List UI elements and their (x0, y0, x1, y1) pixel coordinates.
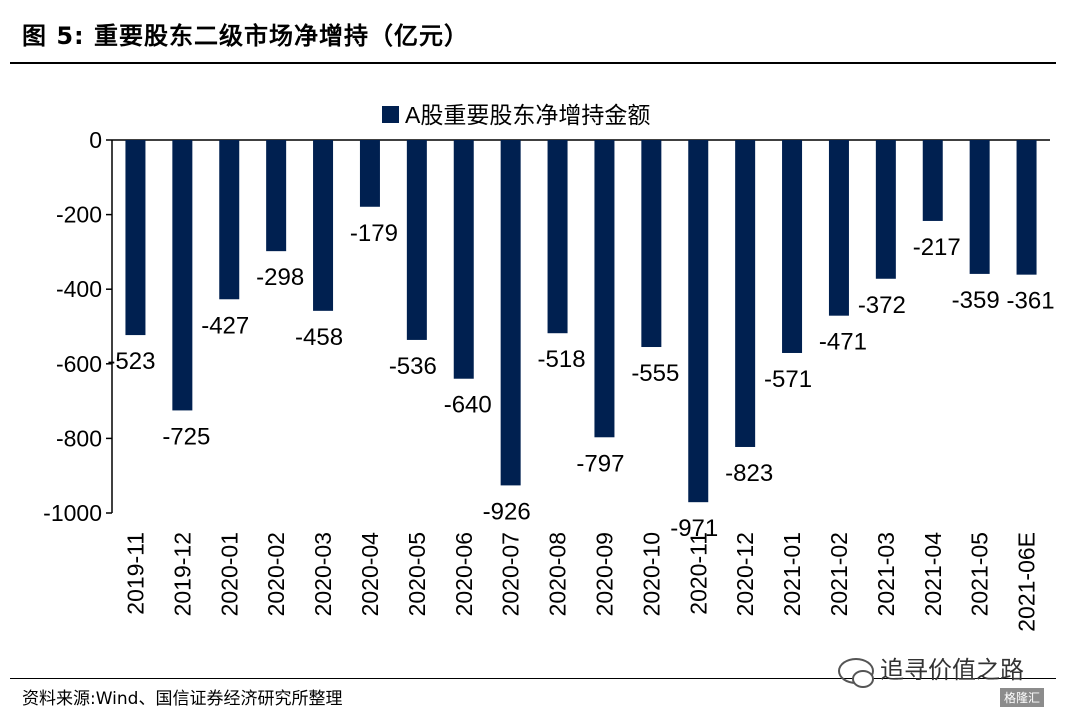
source-note: 资料来源:Wind、国信证券经济研究所整理 (22, 689, 343, 709)
bar (219, 140, 240, 300)
legend: A股重要股东净增持金额 (382, 102, 650, 128)
y-tick-label: -600 (56, 351, 102, 377)
data-label: -571 (764, 366, 812, 393)
bar (359, 140, 380, 207)
bar (266, 140, 287, 252)
x-tick-label: 2020-07 (498, 532, 524, 616)
bar (735, 140, 756, 447)
watermark: 追寻价值之路 (838, 650, 1024, 688)
bar (641, 140, 662, 348)
logo-badge: 格隆汇 (1000, 688, 1045, 707)
bar (594, 140, 615, 438)
y-tick-label: 0 (89, 127, 102, 153)
data-label: -359 (952, 287, 1000, 314)
wechat-icon (838, 658, 874, 688)
x-tick-label: 2020-11 (685, 532, 711, 615)
x-tick-label: 2020-02 (263, 532, 289, 616)
bar (922, 140, 943, 221)
footer-rule (10, 678, 1056, 679)
x-tick-label: 2021-04 (920, 532, 946, 617)
x-tick-label: 2020-10 (638, 532, 664, 616)
data-label: -523 (107, 348, 155, 375)
figure-title: 图 5: 重要股东二级市场净增持（亿元） (22, 22, 470, 50)
title-rule (10, 62, 1056, 64)
bar (172, 140, 193, 411)
data-label: -427 (201, 312, 249, 339)
bar (782, 140, 803, 353)
y-tick-label: -1000 (43, 500, 102, 526)
bar (875, 140, 896, 279)
bar (1016, 140, 1037, 275)
bar-chart: 0 -200 -400 -600 -800 -1000 A股重要股东净增持金额 -523 201… (43, 102, 1055, 632)
legend-swatch (382, 106, 399, 123)
x-tick-label: 2020-12 (732, 532, 758, 616)
bar (969, 140, 990, 274)
data-label: -361 (1007, 288, 1055, 315)
data-label: -179 (350, 220, 398, 247)
bar (453, 140, 474, 379)
legend-label: A股重要股东净增持金额 (405, 102, 650, 128)
bar (125, 140, 146, 336)
bar (688, 140, 709, 503)
data-label: -518 (538, 346, 586, 373)
bar (313, 140, 334, 311)
x-tick-label: 2019-11 (122, 532, 148, 615)
data-label: -823 (725, 460, 773, 487)
x-tick-label: 2020-03 (310, 532, 336, 616)
x-tick-label: 2020-01 (216, 532, 242, 616)
watermark-text: 追寻价值之路 (880, 656, 1024, 684)
data-label: -926 (483, 498, 531, 525)
y-tick-label: -800 (56, 425, 102, 451)
bar (500, 140, 521, 486)
data-label: -471 (819, 329, 867, 356)
data-label: -640 (444, 392, 492, 419)
x-tick-label: 2021-05 (967, 532, 993, 616)
data-label: -458 (295, 324, 343, 351)
x-tick-label: 2020-09 (591, 532, 617, 616)
x-tick-label: 2020-04 (357, 532, 383, 617)
x-tick-label: 2020-08 (545, 532, 571, 616)
bar (547, 140, 568, 334)
data-label: -217 (913, 234, 961, 261)
data-label: -298 (256, 264, 304, 291)
data-label: -971 (670, 515, 718, 542)
bar (828, 140, 849, 316)
x-tick-label: 2020-05 (404, 532, 430, 616)
data-label: -797 (576, 450, 624, 477)
x-tick-label: 2021-03 (873, 532, 899, 616)
x-tick-label: 2021-02 (826, 532, 852, 616)
y-tick-label: -200 (56, 202, 102, 228)
x-tick-label: 2021-06E (1014, 532, 1040, 632)
bar (406, 140, 427, 340)
y-tick-label: -400 (56, 276, 102, 302)
x-tick-label: 2020-06 (451, 532, 477, 616)
data-label: -536 (389, 353, 437, 380)
x-tick-label: 2021-01 (779, 532, 805, 616)
data-label: -372 (858, 292, 906, 319)
x-tick-label: 2019-12 (169, 532, 195, 616)
data-label: -725 (162, 423, 210, 450)
data-label: -555 (631, 360, 679, 387)
